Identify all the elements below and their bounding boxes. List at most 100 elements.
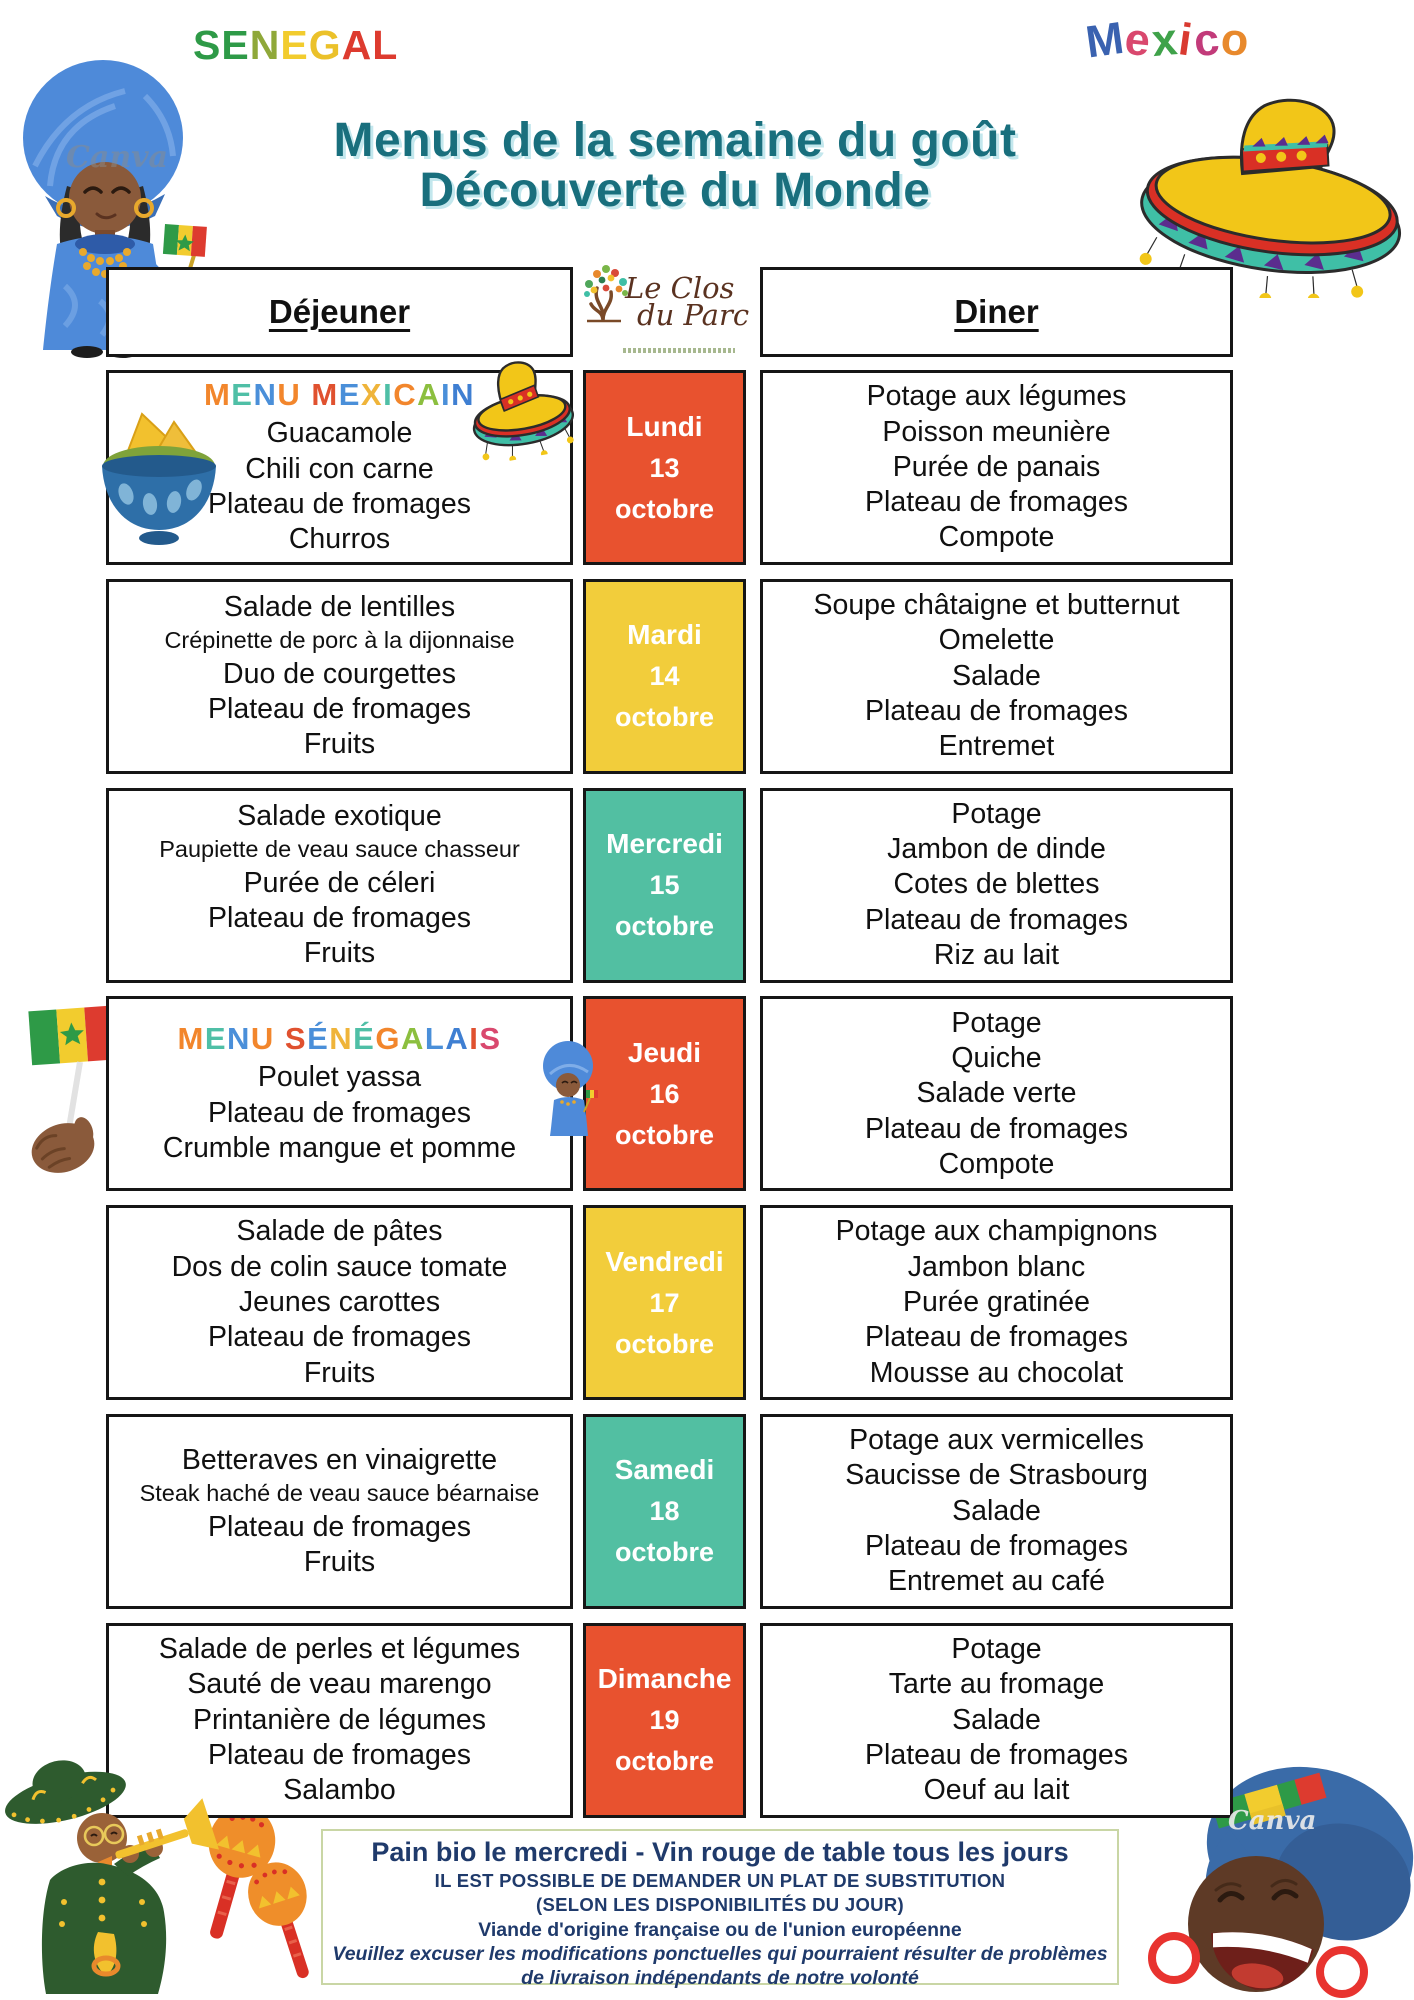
day-date: 18 — [649, 1496, 680, 1527]
day-month: octobre — [614, 1119, 714, 1150]
lunch-cell: Salade exotique Paupiette de veau sauce c… — [106, 787, 573, 983]
menu-item: Plateau de fromages — [865, 1738, 1128, 1771]
mexico-label: Mexico — [1082, 11, 1253, 68]
maracas-icon — [208, 1806, 309, 1979]
footer-line4: Viande d'origine française ou de l'union… — [478, 1919, 962, 1941]
canva-watermark: Canva — [1228, 1806, 1317, 1836]
day-date: 15 — [649, 870, 680, 901]
menu-item: Jeunes carottes — [238, 1286, 441, 1319]
senegal-label: SENEGAL — [193, 22, 399, 68]
menu-item: Plateau de fromages — [207, 1738, 471, 1771]
day-date: 19 — [649, 1705, 680, 1736]
lunch-column-header: Déjeuner — [106, 267, 573, 357]
menu-row: MENU SÉNÉGALAIS Poulet yassa Plateau de f… — [0, 996, 1414, 1192]
menu-item: Betteraves en vinaigrette — [181, 1443, 498, 1476]
menu-item: Salambo — [283, 1774, 396, 1807]
day-cell: Mercredi 15 octobre — [583, 787, 746, 983]
menu-item: Purée de panais — [892, 450, 1101, 483]
menu-item: Plateau de fromages — [208, 488, 471, 520]
menu-item: Plateau de fromages — [865, 1321, 1128, 1354]
le-clos-du-parc-logo: Le Clos du Parc — [575, 260, 758, 368]
day-date: 14 — [649, 661, 680, 692]
menu-item: Crépinette de porc à la dijonnaise — [164, 627, 515, 654]
page-title-line1: Menus de la semaine du goût — [333, 114, 1017, 167]
day-month: octobre — [614, 1537, 714, 1568]
menu-item: Mousse au chocolat — [869, 1356, 1124, 1389]
menu-item: Fruits — [303, 937, 376, 970]
dinner-cell: Potage Jambon de dinde Cotes de blettes Pla… — [760, 787, 1233, 983]
laughing-man-illustration — [1148, 1766, 1414, 1998]
menu-item: Entremet au café — [887, 1565, 1106, 1598]
menu-item: Guacamole — [266, 417, 413, 450]
menu-item: Purée gratinée — [903, 1286, 1090, 1319]
logo-line2: du Parc — [637, 298, 750, 332]
menu-item: Potage — [951, 797, 1042, 830]
menu-item: Plateau de fromages — [207, 1510, 471, 1543]
menu-item: Chili con carne — [245, 452, 434, 485]
menu-row: Salade de pâtes Dos de colin sauce tomate… — [0, 1205, 1414, 1401]
lunch-cell: Salade de lentilles Crépinette de porc à … — [106, 578, 573, 774]
menu-row: Betteraves en vinaigrette Steak haché de … — [0, 1413, 1414, 1609]
special-menu-title: MENU MEXICAIN — [203, 377, 476, 413]
dinner-items: Potage Jambon de dinde Cotes de blettes Pla… — [865, 797, 1128, 974]
menu-item: Printanière de légumes — [192, 1703, 487, 1736]
menu-row: Salade de lentilles Crépinette de porc à … — [0, 578, 1414, 774]
small-sombrero-icon — [472, 361, 575, 463]
menu-item: Jambon blanc — [907, 1250, 1086, 1283]
lunch-items: Salade exotique Paupiette de veau sauce c… — [159, 799, 520, 972]
menu-item: Salade — [952, 1703, 1041, 1736]
menu-item: Fruits — [303, 1356, 376, 1389]
menu-item: Salade de pâtes — [236, 1215, 443, 1248]
menu-item: Plateau de fromages — [865, 1112, 1128, 1145]
menu-item: Plateau de fromages — [864, 694, 1128, 727]
lunch-items: Salade de lentilles Crépinette de porc à … — [164, 590, 514, 763]
day-cell: Vendredi 17 octobre — [583, 1205, 746, 1401]
page-title: Menus de la semaine du goût Découverte d… — [160, 116, 1190, 216]
dinner-column-header: Diner — [760, 267, 1233, 357]
day-name: Samedi — [614, 1454, 715, 1486]
sombrero-icon — [1139, 98, 1402, 298]
menu-item: Salade — [952, 659, 1041, 692]
lunch-cell: Betteraves en vinaigrette Steak haché de … — [106, 1413, 573, 1609]
menu-item: Plateau de fromages — [865, 1530, 1128, 1563]
menu-item: Entremet — [938, 730, 1055, 763]
menu-row: Salade exotique Paupiette de veau sauce c… — [0, 787, 1414, 983]
lunch-items: Salade de pâtes Dos de colin sauce tomate… — [172, 1214, 508, 1391]
footer-line3: (SELON LES DISPONIBILITÉS DU JOUR) — [536, 1894, 904, 1915]
menu-item: Plateau de fromages — [207, 1321, 471, 1354]
menu-table: MENU MEXICAIN Guacamole Chili con carne Pl… — [0, 370, 1414, 1832]
menu-item: Potage aux champignons — [835, 1215, 1158, 1248]
menu-item: Soupe châtaigne et butternut — [813, 588, 1180, 621]
menu-item: Salade de lentilles — [223, 590, 456, 623]
day-month: octobre — [614, 493, 714, 524]
guacamole-bowl-icon — [102, 412, 216, 545]
menu-item: Sauté de veau marengo — [187, 1668, 492, 1701]
dinner-items: Potage aux champignons Jambon blanc Purée … — [836, 1214, 1158, 1391]
lunch-items: Salade de perles et légumes Sauté de veau… — [159, 1632, 520, 1809]
menu-item: Potage aux légumes — [866, 380, 1127, 413]
menu-item: Poisson meunière — [882, 415, 1111, 448]
dinner-cell: Potage aux légumes Poisson meunière Purée … — [760, 370, 1233, 565]
menu-item: Salade verte — [916, 1077, 1077, 1110]
menu-item: Potage — [951, 1006, 1042, 1039]
dinner-items: Soupe châtaigne et butternut Omelette Sala… — [813, 588, 1179, 765]
menu-item: Compote — [938, 1147, 1055, 1180]
lunch-items: Poulet yassa Plateau de fromages Crumble m… — [163, 1060, 516, 1166]
lunch-cell: MENU SÉNÉGALAIS Poulet yassa Plateau de f… — [106, 996, 573, 1192]
footer-note: Pain bio le mercredi - Vin rouge de tabl… — [321, 1829, 1119, 1989]
page-title-line2: Découverte du Monde — [419, 163, 931, 217]
dinner-items: Potage Quiche Salade verte Plateau de froma… — [865, 1006, 1128, 1183]
menu-item: Salade — [952, 1494, 1041, 1527]
lunch-cell: Salade de perles et légumes Sauté de veau… — [106, 1622, 573, 1818]
dinner-cell: Potage aux champignons Jambon blanc Purée … — [760, 1205, 1233, 1401]
menu-item: Salade de perles et légumes — [158, 1632, 521, 1665]
logo-tagline — [623, 348, 735, 353]
lunch-cell: Salade de pâtes Dos de colin sauce tomate… — [106, 1205, 573, 1401]
dinner-items: Potage aux légumes Poisson meunière Purée … — [865, 379, 1128, 556]
menu-item: Paupiette de veau sauce chasseur — [159, 835, 520, 862]
day-month: octobre — [614, 911, 714, 942]
day-name: Mercredi — [606, 828, 723, 860]
menu-item: Oeuf au lait — [923, 1774, 1070, 1807]
day-name: Dimanche — [597, 1663, 732, 1695]
